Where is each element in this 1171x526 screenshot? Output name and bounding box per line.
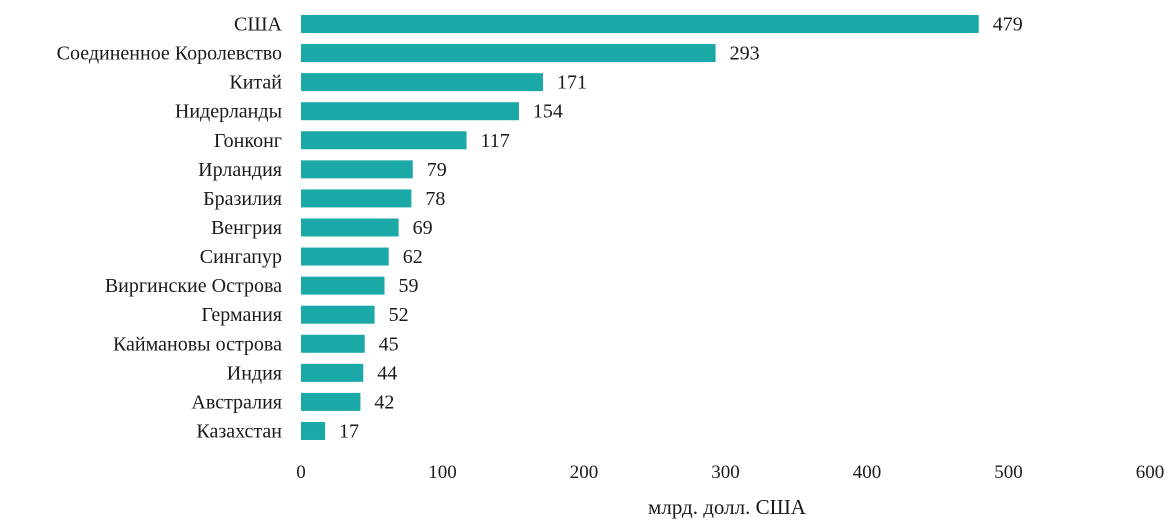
category-label: Австралия (191, 391, 282, 413)
bar (301, 421, 326, 440)
category-label: США (234, 14, 283, 36)
x-axis-title: млрд. долл. США (648, 495, 807, 519)
bar (301, 44, 716, 63)
data-label: 59 (398, 275, 418, 297)
data-label: 52 (389, 304, 409, 326)
data-label: 45 (379, 333, 399, 355)
data-label: 62 (403, 246, 423, 268)
category-label: Венгрия (211, 217, 282, 239)
bar (301, 73, 543, 92)
bar (301, 131, 467, 150)
bar (301, 305, 375, 324)
bar (301, 102, 519, 121)
bars-layer (301, 15, 979, 440)
category-label: Казахстан (196, 420, 282, 442)
category-label: Индия (227, 362, 282, 384)
bar (301, 160, 413, 179)
bar (301, 276, 385, 295)
category-label: Гонконг (214, 130, 282, 152)
data-label: 154 (533, 101, 563, 123)
x-tick-label: 0 (296, 462, 306, 483)
data-label: 79 (427, 159, 447, 181)
x-axis-ticks: 0 100 200 300 400 500 600 (296, 462, 1164, 483)
x-tick-label: 400 (853, 462, 882, 483)
x-tick-label: 600 (1136, 462, 1165, 483)
x-tick-label: 100 (428, 462, 457, 483)
x-tick-label: 300 (711, 462, 740, 483)
bar (301, 218, 399, 237)
x-tick-label: 200 (570, 462, 599, 483)
category-label: Нидерланды (175, 101, 282, 123)
data-label: 479 (993, 14, 1023, 36)
category-label: Виргинские Острова (105, 275, 282, 297)
bar (301, 334, 365, 353)
data-label: 69 (413, 217, 433, 239)
data-label: 42 (374, 391, 394, 413)
bar (301, 363, 364, 382)
category-label: Сингапур (200, 246, 282, 268)
data-label: 17 (339, 420, 359, 442)
data-label: 78 (425, 188, 445, 210)
category-label: Соединенное Королевство (57, 43, 282, 65)
bar (301, 247, 389, 266)
category-label: Германия (201, 304, 282, 326)
bar (301, 392, 361, 411)
data-label: 293 (730, 43, 760, 65)
data-label: 44 (377, 362, 397, 384)
bar (301, 15, 979, 33)
bar (301, 189, 412, 208)
category-labels: США Соединенное Королевство Китай Нидерланд… (57, 14, 283, 443)
category-label: Каймановы острова (113, 333, 282, 355)
value-labels: 479 293 171 154 117 79 78 69 62 59 52 45 44 42 17 (339, 14, 1023, 443)
data-label: 117 (481, 130, 510, 152)
category-label: Китай (229, 72, 282, 94)
x-tick-label: 500 (994, 462, 1023, 483)
category-label: Ирландия (198, 159, 282, 181)
data-label: 171 (557, 72, 587, 94)
category-label: Бразилия (203, 188, 282, 210)
